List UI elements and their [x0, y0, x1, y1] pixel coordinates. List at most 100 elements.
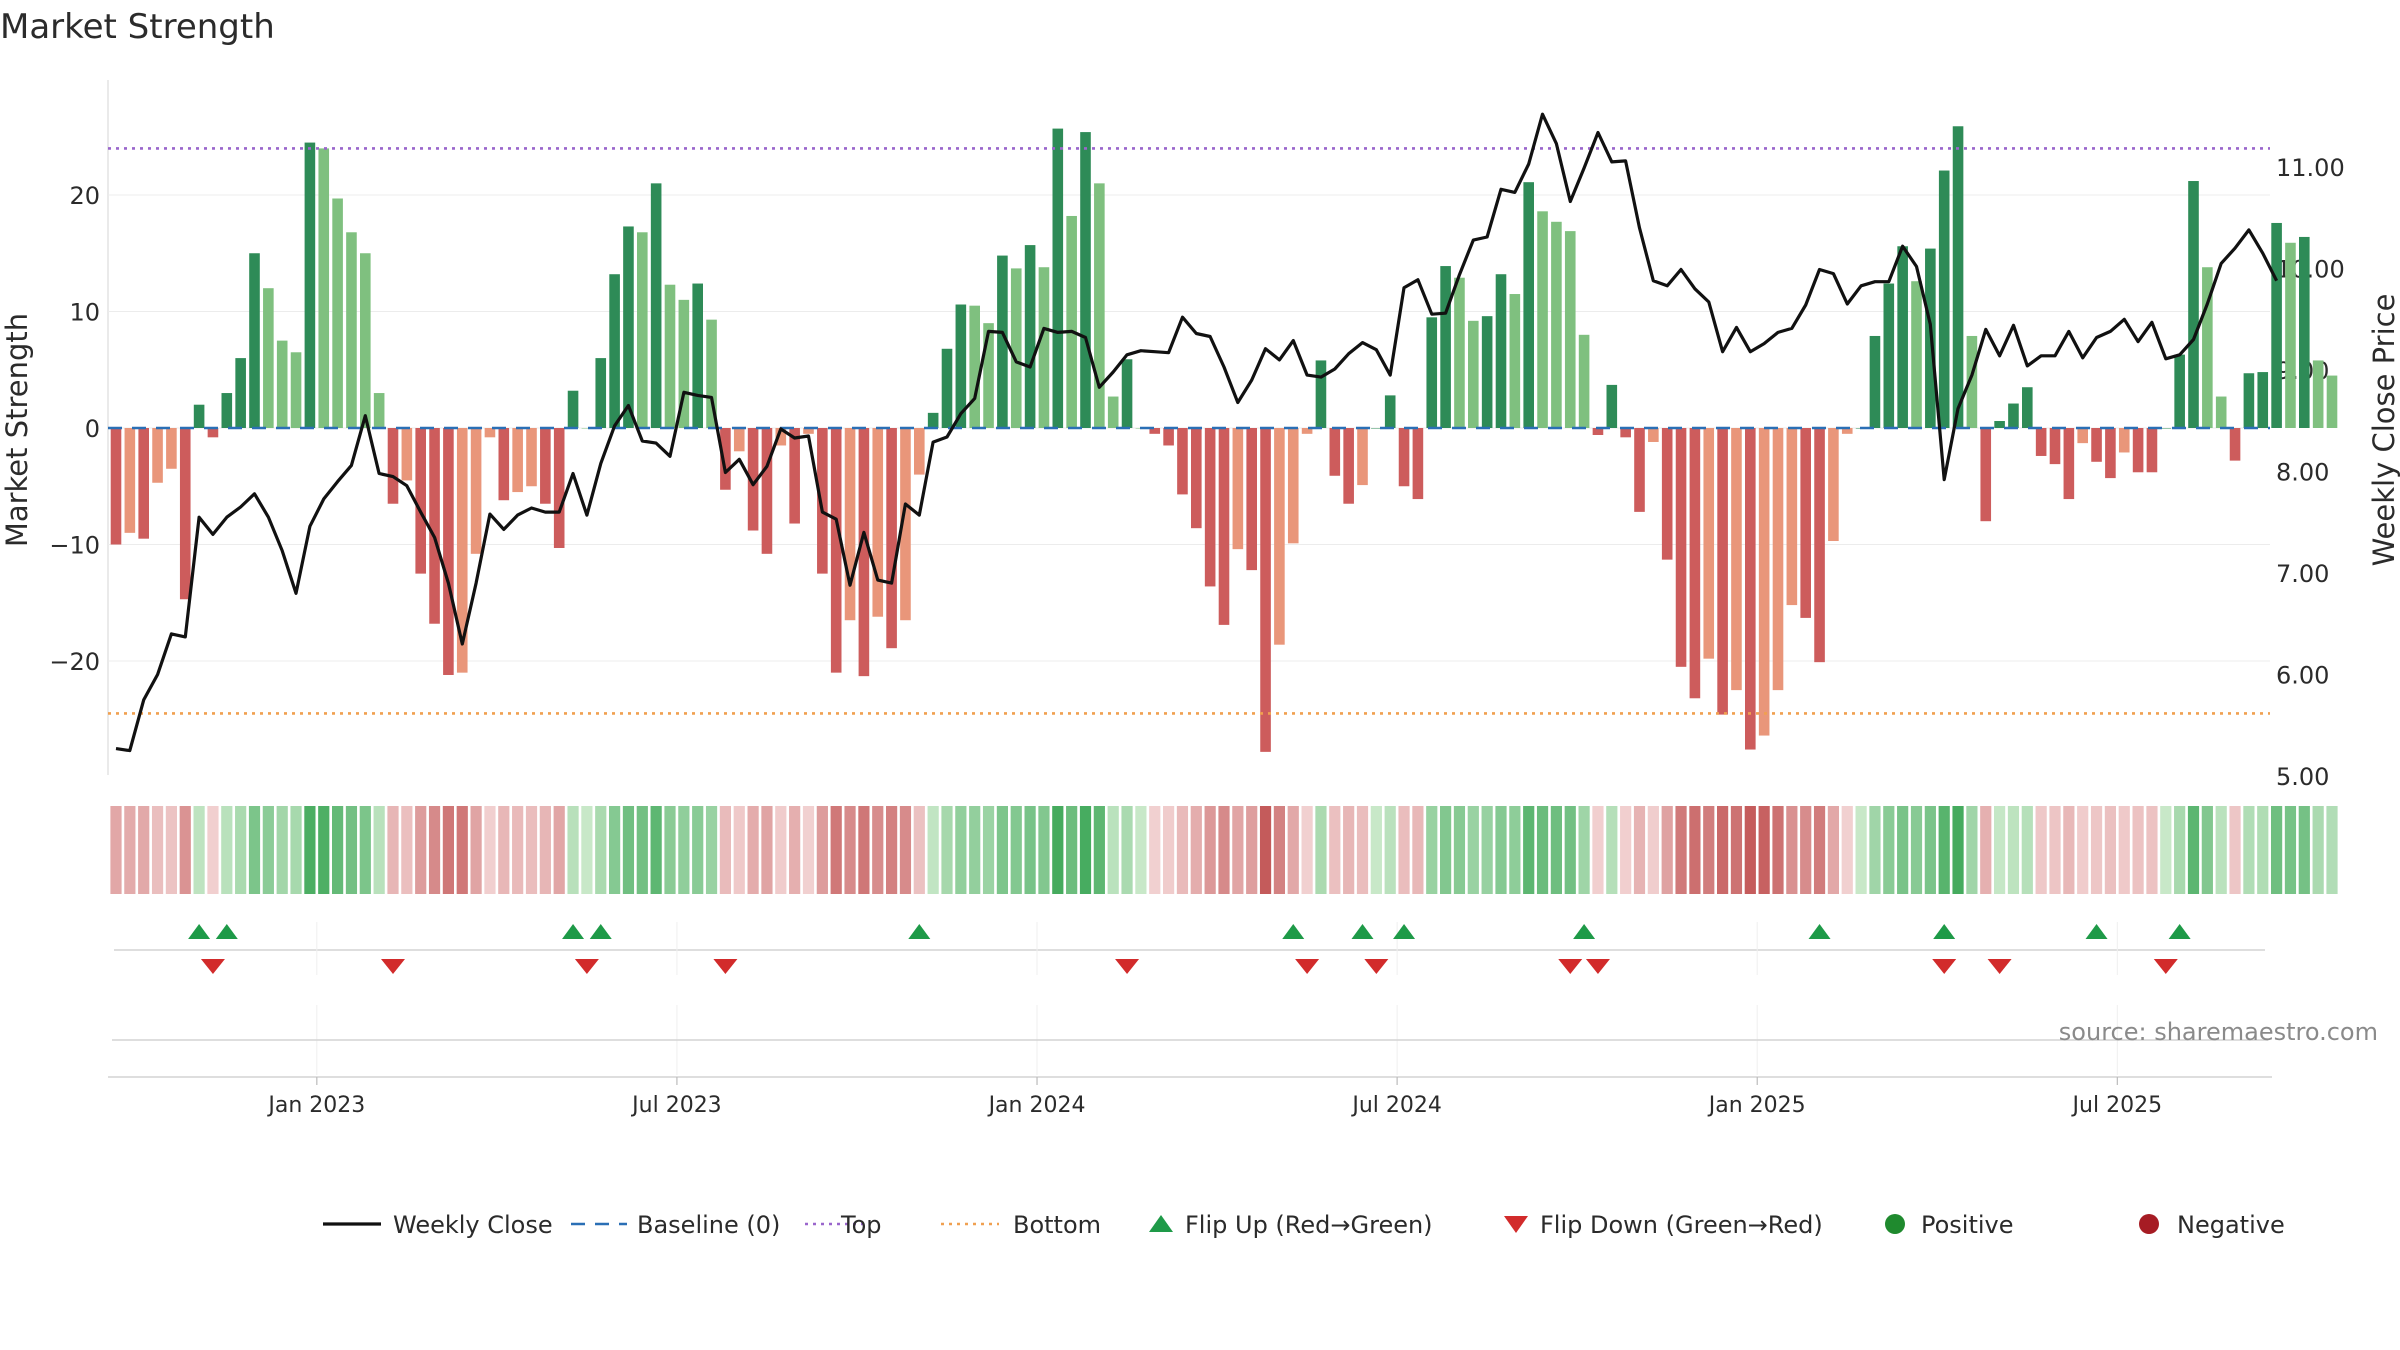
strength-bar	[747, 428, 759, 531]
strength-bar	[2271, 222, 2282, 428]
legend: Weekly Close Baseline (0) Top Bottom Flip Up…	[323, 1211, 2285, 1239]
heat-cell	[595, 806, 607, 894]
strength-bar	[1661, 428, 1673, 560]
right-tick-label: 6.00	[2276, 662, 2329, 690]
strength-bar	[1329, 428, 1341, 476]
heat-cell	[138, 806, 150, 894]
heat-cell	[553, 806, 565, 894]
heat-cell	[1176, 806, 1189, 894]
heat-cell	[1841, 806, 1853, 894]
heat-cell	[996, 806, 1008, 894]
strength-bar	[1938, 170, 1950, 428]
heat-cell	[1204, 806, 1216, 894]
strength-bar	[1274, 428, 1285, 645]
heat-cell	[1163, 806, 1175, 894]
heat-cell	[1744, 806, 1756, 894]
strength-bar	[110, 428, 122, 545]
heat-cell	[692, 806, 704, 894]
legend-item-weekly-close: Weekly Close	[323, 1211, 553, 1239]
legend-item-bottom: Bottom	[941, 1211, 1101, 1239]
heat-cell	[415, 806, 427, 894]
legend-flip-down-symbol	[1504, 1216, 1528, 1233]
heat-cell	[1107, 806, 1119, 894]
strength-bar	[1606, 384, 1618, 428]
chart-title: Market Strength	[0, 7, 275, 47]
strength-bar	[1828, 428, 1839, 542]
legend-item-baseline: Baseline (0)	[571, 1211, 780, 1239]
heat-cell	[567, 806, 579, 894]
heat-cell	[1232, 806, 1244, 894]
legend-label: Bottom	[1013, 1211, 1101, 1239]
heat-cell	[2007, 806, 2020, 894]
heat-cell	[387, 806, 399, 894]
heat-cell	[1010, 806, 1022, 894]
date-tick-label: Jul 2023	[630, 1093, 722, 1118]
strength-bar	[1080, 132, 1091, 428]
heat-cell	[151, 806, 164, 894]
reference-lines	[108, 147, 2270, 715]
heat-cell	[1190, 806, 1202, 894]
heat-cell	[262, 806, 274, 894]
heat-cell	[276, 806, 288, 894]
strength-bar	[983, 323, 994, 428]
heat-cell	[1024, 806, 1036, 894]
strength-bar	[2132, 428, 2144, 473]
heat-cell	[1135, 806, 1147, 894]
strength-bar	[443, 428, 454, 675]
heat-cell	[2326, 806, 2338, 894]
heat-cell	[2257, 806, 2269, 894]
legend-item-negative: Negative	[2139, 1211, 2285, 1239]
strength-bar	[1703, 428, 1715, 659]
flip-up-marker	[1808, 924, 1831, 939]
heat-cell	[1370, 806, 1382, 894]
legend-label: Flip Down (Green→Red)	[1540, 1211, 1823, 1239]
strength-bar	[1675, 428, 1687, 667]
heat-cell	[1412, 806, 1424, 894]
strength-bar	[581, 428, 593, 429]
strength-bar	[2312, 360, 2324, 428]
strength-bar	[2105, 428, 2116, 479]
strength-bar	[1301, 428, 1313, 434]
heat-cell	[830, 806, 842, 894]
heat-cell	[373, 806, 385, 894]
strength-bar	[526, 428, 537, 487]
strength-bar	[886, 428, 897, 649]
heat-cell	[165, 806, 177, 894]
strength-bar	[1287, 428, 1299, 544]
flip-down-marker	[1558, 959, 1583, 974]
strength-bar	[1149, 428, 1161, 434]
flip-up-marker	[1282, 924, 1305, 939]
heat-cell	[1592, 806, 1604, 894]
left-tick-label: 10	[69, 299, 100, 327]
strength-bar	[1163, 428, 1174, 446]
heat-cell	[678, 806, 690, 894]
heat-cell	[332, 806, 344, 894]
source-panel	[108, 1005, 2272, 1078]
heat-cell	[1315, 806, 1327, 894]
strength-bar	[1260, 428, 1271, 752]
strength-bar	[720, 428, 731, 490]
strength-bar	[1094, 183, 1105, 428]
strength-bar	[318, 148, 330, 428]
heat-cell	[1121, 806, 1133, 894]
flip-up-marker	[562, 924, 585, 939]
heat-cell	[1633, 806, 1646, 894]
heat-cell	[539, 806, 551, 894]
heat-cell	[844, 806, 856, 894]
strength-bar	[2243, 373, 2255, 428]
heat-cell	[1523, 806, 1535, 894]
strength-bar	[276, 340, 288, 428]
strength-bar	[2215, 396, 2227, 428]
strength-bar	[193, 404, 205, 428]
heat-cell	[1578, 806, 1590, 894]
heat-cell	[345, 806, 358, 894]
strength-bar	[373, 393, 385, 428]
heat-cell	[1661, 806, 1673, 894]
legend-positive-symbol	[1885, 1214, 1905, 1234]
strength-bar	[1038, 267, 1050, 428]
strength-bar	[2077, 428, 2088, 444]
strength-bar	[1412, 428, 1424, 500]
strength-bar	[1107, 396, 1119, 428]
strength-bar	[1537, 211, 1548, 428]
flip-down-marker	[1364, 959, 1389, 974]
